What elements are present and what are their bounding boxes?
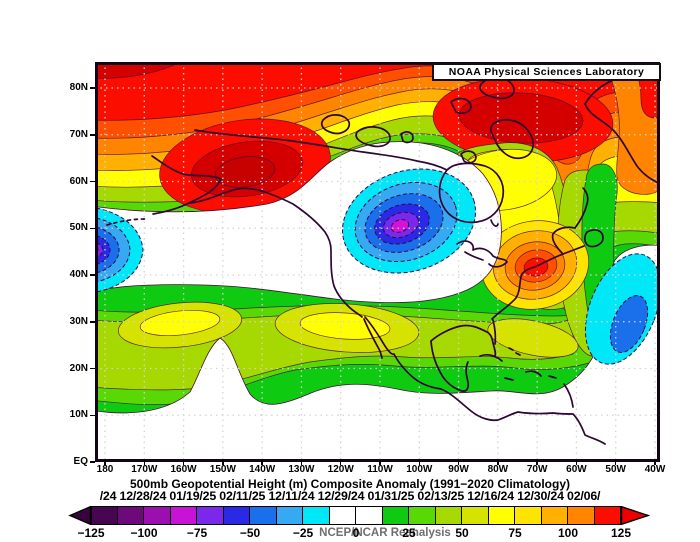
colorbar-label-50: 50	[455, 526, 469, 540]
lon-label-170W: 170W	[131, 464, 158, 475]
lon-label-160W: 160W	[170, 464, 197, 475]
lat-tick	[90, 274, 95, 276]
lat-label-60N: 60N	[69, 175, 88, 187]
figure-title: 500mb Geopotential Height (m) Composite …	[130, 477, 570, 491]
lon-tick	[575, 460, 578, 465]
colorbar-cell-11	[382, 506, 409, 525]
contour-fill-yellow	[139, 310, 221, 336]
lon-label-60W: 60W	[566, 464, 587, 475]
lat-label-30N: 30N	[69, 315, 88, 327]
lon-label-90W: 90W	[448, 464, 469, 475]
noaa-psl-header-box: NOAA Physical Sciences Laboratory	[432, 63, 661, 81]
lon-tick	[339, 460, 342, 465]
lon-label-120W: 120W	[327, 464, 354, 475]
lat-tick	[90, 414, 95, 416]
lat-tick	[90, 180, 95, 183]
lat-label-10N: 10N	[69, 409, 88, 421]
colorbar-label-−125: −125	[77, 526, 105, 540]
lat-label-50N: 50N	[69, 222, 88, 234]
lon-label-80W: 80W	[487, 464, 509, 475]
colorbar-cell-16	[515, 506, 542, 525]
lat-tick	[90, 321, 95, 323]
lon-label-100W: 100W	[406, 464, 433, 475]
colorbar-label-25: 25	[402, 526, 416, 540]
colorbar-cell-12	[409, 506, 436, 525]
colorbar-cell-0	[91, 506, 118, 525]
lon-tick	[222, 460, 224, 465]
lon-tick	[143, 460, 146, 465]
lon-tick	[497, 460, 499, 465]
colorbar-label-125: 125	[610, 526, 632, 540]
colorbar-cell-13	[435, 506, 462, 525]
colorbar-cell-18	[568, 506, 595, 525]
colorbar-left-arrow	[68, 506, 91, 525]
colorbar-cell-15	[488, 506, 515, 525]
contour-fill-darkred2	[214, 156, 276, 188]
lat-tick	[90, 134, 95, 136]
colorbar-cell-17	[541, 506, 568, 525]
lon-label-110W: 110W	[367, 464, 393, 475]
lon-label-130W: 130W	[288, 464, 315, 475]
lat-tick	[90, 87, 95, 89]
colorbar-cell-9	[329, 506, 356, 525]
lon-tick	[182, 460, 185, 465]
lon-tick	[536, 460, 538, 465]
colorbar-cell-5	[223, 506, 250, 525]
contour-fill-magenta	[390, 219, 410, 233]
colorbar-label-100: 100	[557, 526, 579, 540]
colorbar-cell-2	[144, 506, 171, 525]
lon-label-40W: 40W	[644, 464, 666, 475]
lat-label-80N: 80N	[69, 82, 88, 93]
colorbar-cell-6	[250, 506, 277, 525]
lon-tick	[614, 460, 617, 465]
colorbar	[68, 506, 650, 525]
map-border	[95, 62, 660, 462]
lon-label-180: 180	[96, 464, 114, 475]
lat-label-20N: 20N	[69, 362, 88, 374]
lat-label-40N: 40N	[69, 269, 88, 280]
anomaly-contour-map	[95, 62, 660, 462]
lon-label-150W: 150W	[209, 464, 236, 475]
noaa-psl-label: NOAA Physical Sciences Laboratory	[448, 66, 645, 78]
lat-label-70N: 70N	[69, 128, 88, 140]
colorbar-cell-10	[356, 506, 383, 525]
lat-tick	[90, 367, 95, 370]
lon-label-140W: 140W	[249, 464, 276, 475]
graticule	[95, 62, 660, 462]
lat-label-EQ: EQ	[73, 456, 88, 467]
lon-tick	[300, 460, 303, 465]
colorbar-label-−100: −100	[130, 526, 158, 540]
colorbar-right-arrow	[621, 506, 650, 525]
map-plot-area	[95, 62, 660, 462]
lon-tick	[104, 460, 106, 465]
colorbar-cell-8	[303, 506, 330, 525]
colorbar-cell-1	[117, 506, 144, 525]
colorbar-label-0: 0	[352, 526, 360, 540]
colorbar-label-−50: −50	[239, 526, 261, 540]
lon-label-50W: 50W	[605, 464, 626, 475]
colorbar-cell-19	[594, 506, 621, 525]
lon-tick	[457, 460, 460, 465]
contour-fill-mblue	[609, 295, 649, 353]
colorbar-tick-labels: −125 −100 −75 −50 −25 0 25 50 75 100 125	[0, 526, 700, 541]
lon-tick	[379, 460, 381, 465]
colorbar-label-75: 75	[508, 526, 522, 540]
colorbar-cell-4	[197, 506, 224, 525]
colorbar-cell-7	[276, 506, 303, 525]
lon-tick	[654, 460, 656, 465]
reanalysis-credit: NCEP/NCAR Reanalysis	[319, 527, 451, 539]
lon-tick	[418, 460, 421, 465]
lon-label-70W: 70W	[526, 464, 548, 475]
colorbar-label-−75: −75	[186, 526, 208, 540]
colorbar-label-−25: −25	[292, 526, 314, 540]
colorbar-cell-14	[462, 506, 489, 525]
lat-tick	[90, 227, 95, 229]
lon-tick	[261, 460, 263, 465]
composite-dates-line: /24 12/28/24 01/19/25 02/11/25 12/11/24 …	[99, 489, 601, 503]
lat-tick	[90, 461, 95, 463]
colorbar-cell-3	[170, 506, 197, 525]
